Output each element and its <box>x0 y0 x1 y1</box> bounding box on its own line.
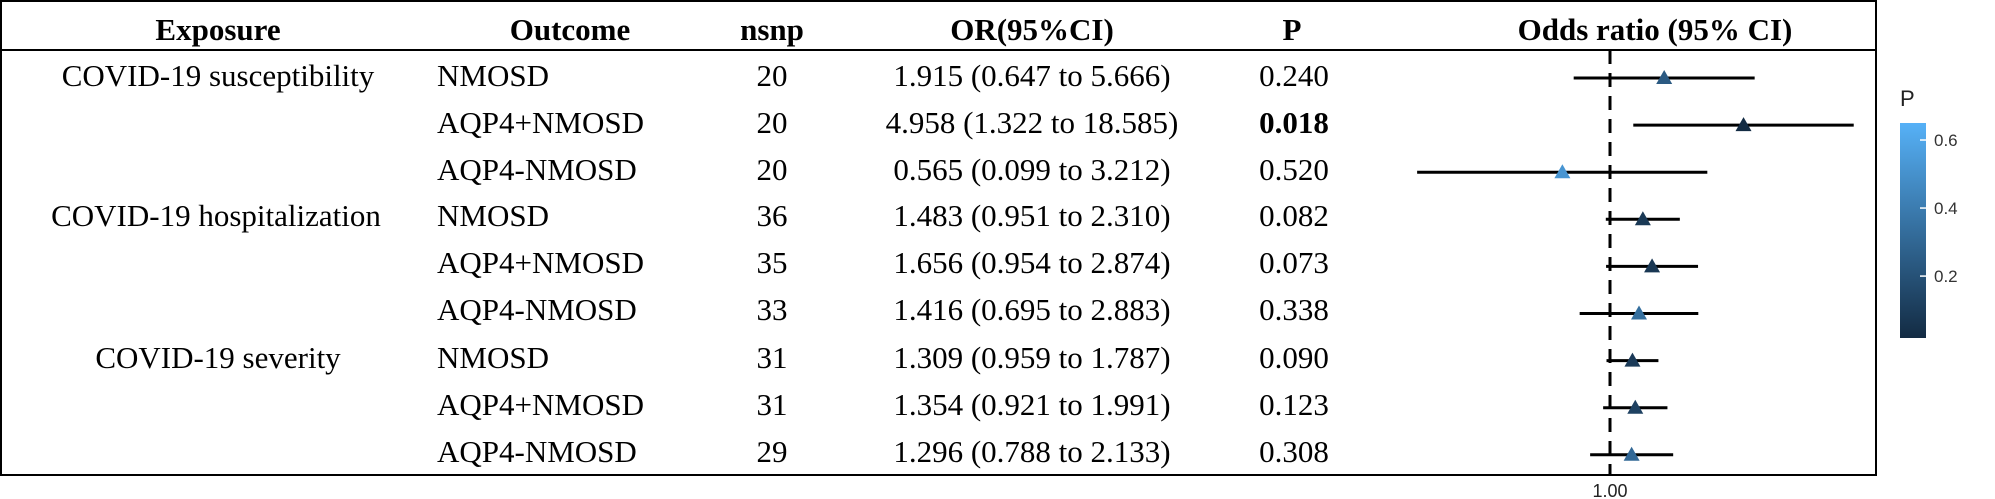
outcome-cell: AQP4+NMOSD <box>437 387 644 422</box>
or-ci-cell: 1.354 (0.921 to 1.991) <box>893 387 1170 422</box>
outcome-cell: AQP4-NMOSD <box>437 152 637 187</box>
or-ci-cell: 1.483 (0.951 to 2.310) <box>893 198 1170 233</box>
header-p: P <box>1283 12 1302 47</box>
table-body: COVID-19 susceptibility COVID-19 hospita… <box>51 58 1329 469</box>
legend-colorbar <box>1900 123 1926 338</box>
outcome-cell: AQP4+NMOSD <box>437 105 644 140</box>
nsnp-cell: 36 <box>757 198 788 233</box>
x-axis-tick-label: 1.00 <box>1592 481 1627 499</box>
or-ci-cell: 1.309 (0.959 to 1.787) <box>893 340 1170 375</box>
or-ci-cell: 1.656 (0.954 to 2.874) <box>893 245 1170 280</box>
legend-tick-label: 0.4 <box>1934 199 1958 218</box>
or-point-marker <box>1631 305 1648 320</box>
or-point-marker <box>1644 258 1661 273</box>
or-point-marker <box>1656 70 1673 84</box>
or-point-marker <box>1624 352 1641 367</box>
nsnp-cell: 29 <box>757 434 788 469</box>
forest-plot <box>1417 50 1854 475</box>
p-color-legend: P 0.6 0.4 0.2 <box>1900 86 1958 338</box>
header-plot: Odds ratio (95% CI) <box>1518 12 1793 47</box>
or-point-marker <box>1554 164 1571 179</box>
or-point-marker <box>1623 446 1640 461</box>
outcome-cell: NMOSD <box>437 198 549 233</box>
legend-tick-label: 0.6 <box>1934 131 1958 150</box>
or-ci-cell: 0.565 (0.099 to 3.212) <box>893 152 1170 187</box>
header-or-ci: OR(95%CI) <box>950 12 1114 47</box>
nsnp-cell: 31 <box>757 340 788 375</box>
outcome-cell: NMOSD <box>437 58 549 93</box>
header-outcome: Outcome <box>510 12 631 47</box>
table-border <box>0 0 1877 476</box>
outcome-cell: AQP4-NMOSD <box>437 434 637 469</box>
nsnp-cell: 31 <box>757 387 788 422</box>
p-value-cell-significant: 0.018 <box>1259 105 1329 140</box>
nsnp-cell: 35 <box>757 245 788 280</box>
header-exposure: Exposure <box>155 12 280 47</box>
legend-title: P <box>1900 86 1915 111</box>
p-value-cell: 0.520 <box>1259 152 1329 187</box>
p-value-cell: 0.308 <box>1259 434 1329 469</box>
nsnp-cell: 33 <box>757 292 788 327</box>
p-value-cell: 0.240 <box>1259 58 1329 93</box>
legend-tick-label: 0.2 <box>1934 267 1958 286</box>
exposure-label: COVID-19 severity <box>95 340 341 375</box>
nsnp-cell: 20 <box>757 58 788 93</box>
or-point-marker <box>1634 211 1651 226</box>
p-value-cell: 0.082 <box>1259 198 1329 233</box>
nsnp-cell: 20 <box>757 105 788 140</box>
nsnp-cell: 20 <box>757 152 788 187</box>
or-point-marker <box>1735 117 1752 132</box>
or-point-marker <box>1627 399 1644 414</box>
or-ci-cell: 1.416 (0.695 to 2.883) <box>893 292 1170 327</box>
exposure-label: COVID-19 hospitalization <box>51 198 381 233</box>
outcome-cell: AQP4+NMOSD <box>437 245 644 280</box>
p-value-cell: 0.073 <box>1259 245 1329 280</box>
or-ci-cell: 1.296 (0.788 to 2.133) <box>893 434 1170 469</box>
outcome-cell: AQP4-NMOSD <box>437 292 637 327</box>
p-value-cell: 0.123 <box>1259 387 1329 422</box>
exposure-label: COVID-19 susceptibility <box>62 58 375 93</box>
p-value-cell: 0.090 <box>1259 340 1329 375</box>
header-nsnp: nsnp <box>740 12 804 47</box>
outcome-cell: NMOSD <box>437 340 549 375</box>
p-value-cell: 0.338 <box>1259 292 1329 327</box>
or-ci-cell: 4.958 (1.322 to 18.585) <box>886 105 1179 140</box>
or-ci-cell: 1.915 (0.647 to 5.666) <box>893 58 1170 93</box>
